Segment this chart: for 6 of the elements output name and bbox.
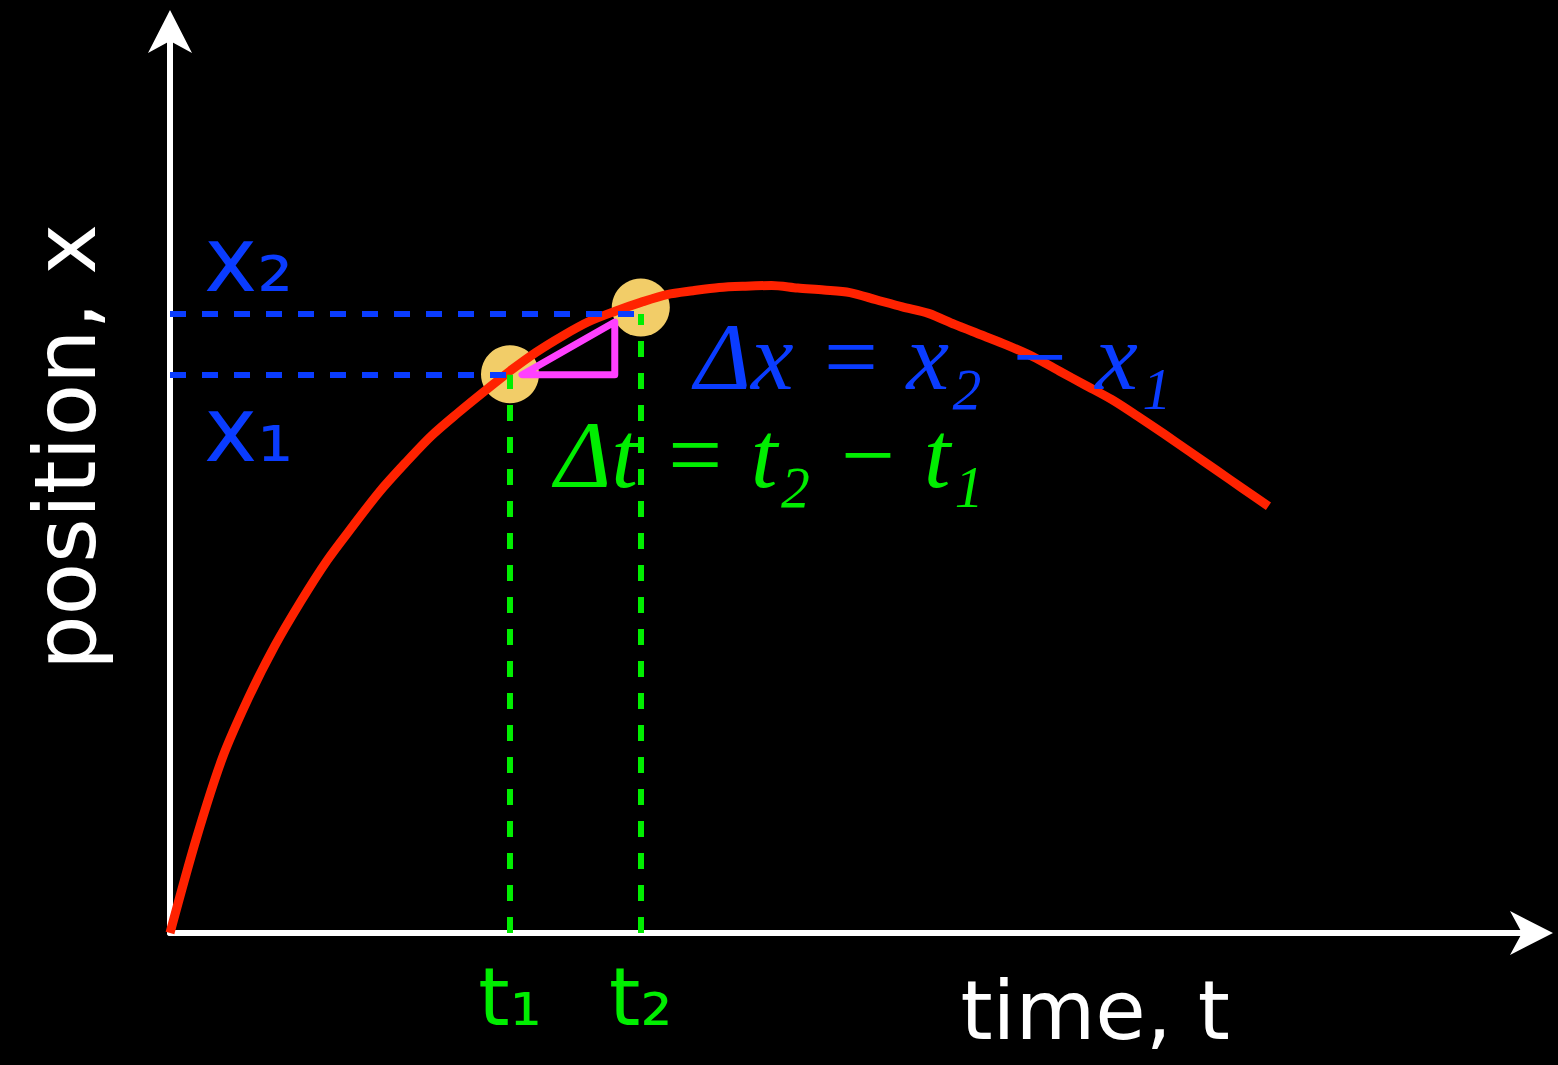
ref-line-label: x₂ [204,206,294,312]
y-axis-title: position, x [15,223,115,671]
x-tick-label: t₁ [478,950,542,1044]
ref-line-label: x₁ [204,377,294,483]
x-axis-title: time, t [960,962,1230,1058]
x-tick-label: t₂ [609,950,673,1044]
